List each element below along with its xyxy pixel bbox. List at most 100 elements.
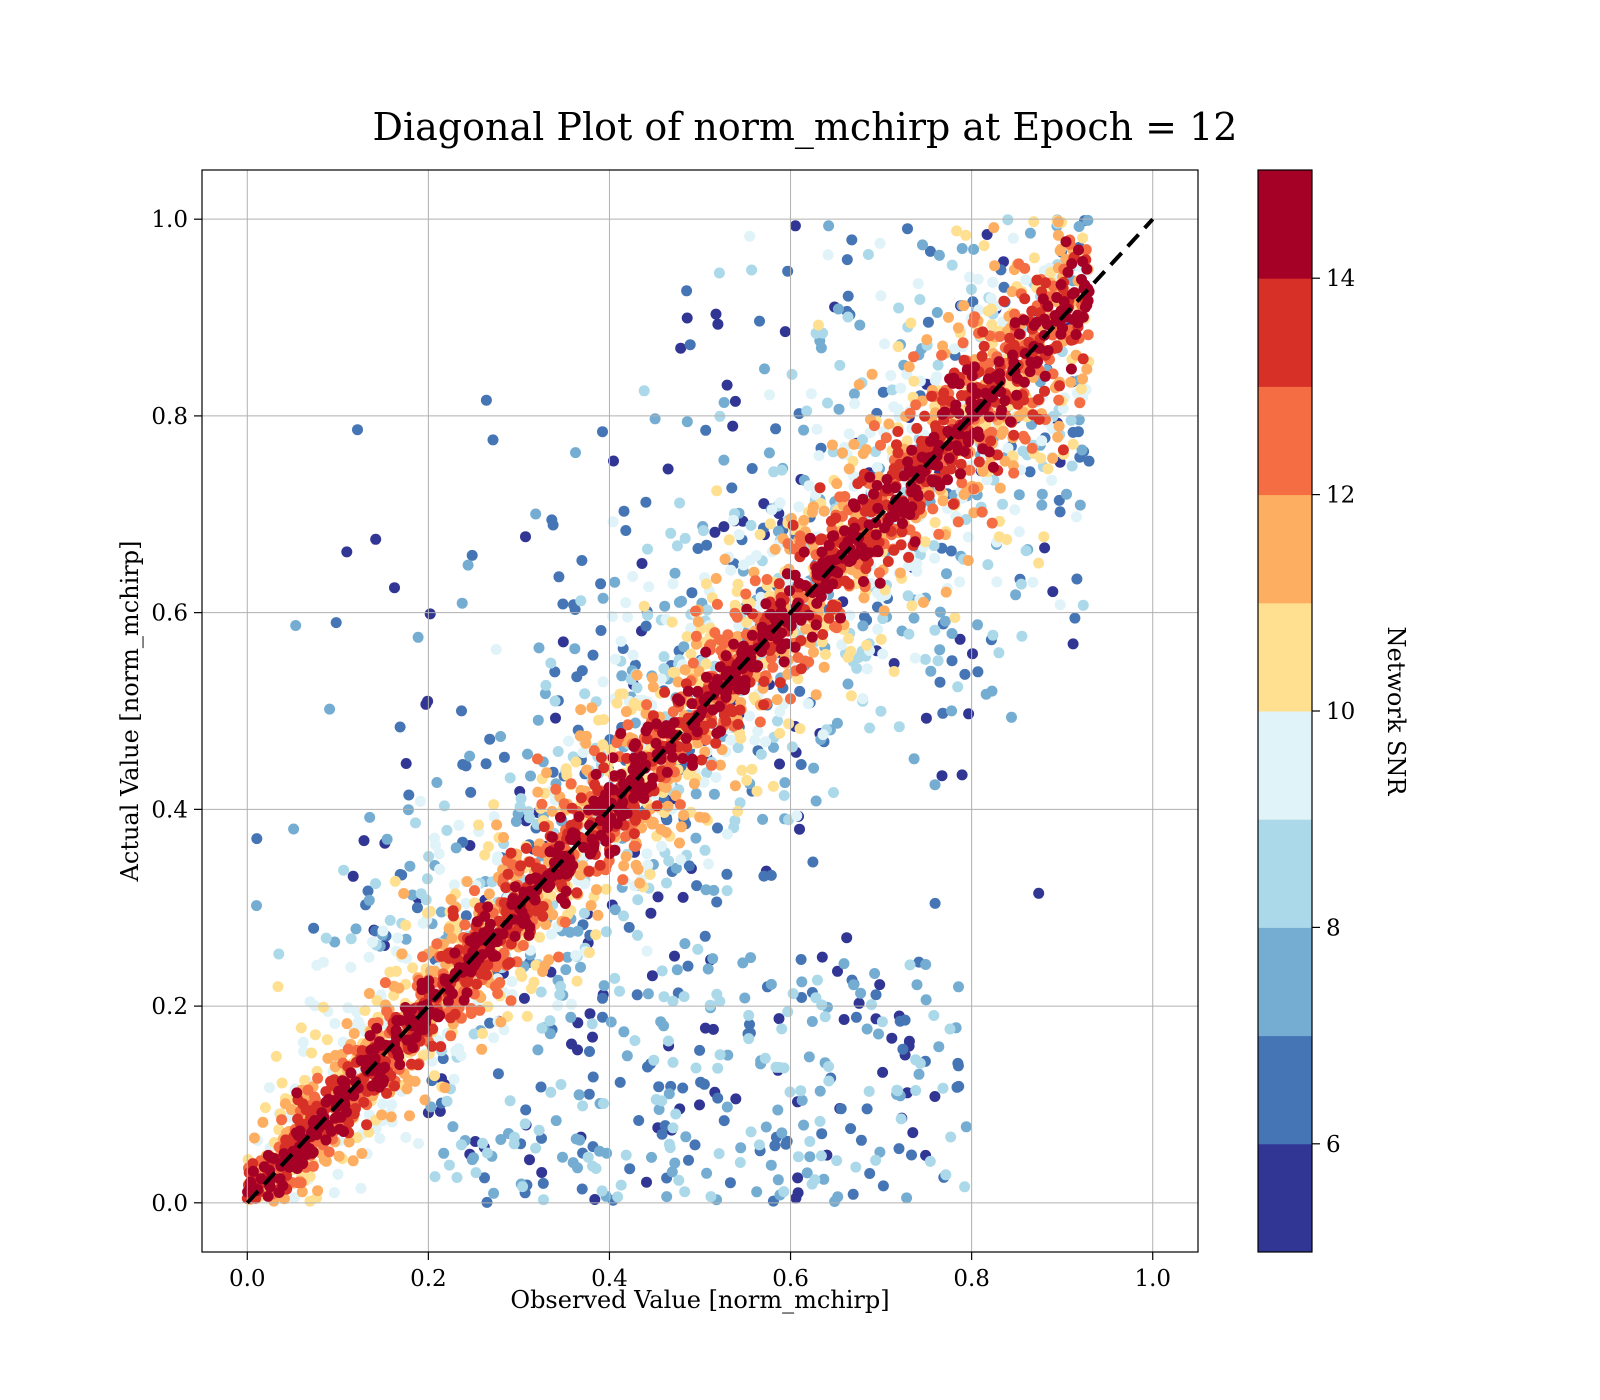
scatter-point bbox=[598, 980, 610, 992]
scatter-point bbox=[815, 591, 827, 603]
scatter-point bbox=[804, 532, 816, 544]
scatter-point bbox=[951, 225, 963, 237]
scatter-point bbox=[628, 781, 640, 793]
scatter-point bbox=[1067, 438, 1079, 450]
scatter-point bbox=[540, 679, 552, 691]
scatter-point bbox=[531, 905, 543, 917]
scatter-point bbox=[811, 569, 823, 581]
colorbar-bin bbox=[1258, 927, 1312, 1037]
scatter-point bbox=[872, 623, 884, 635]
scatter-point bbox=[998, 295, 1010, 307]
scatter-point bbox=[550, 712, 561, 724]
scatter-point bbox=[743, 1033, 755, 1045]
scatter-point bbox=[474, 902, 486, 914]
scatter-point bbox=[487, 434, 499, 446]
scatter-point bbox=[332, 1168, 344, 1180]
scatter-point bbox=[798, 546, 810, 558]
scatter-point bbox=[553, 571, 565, 583]
scatter-point bbox=[994, 331, 1006, 342]
scatter-point bbox=[681, 631, 693, 643]
scatter-point bbox=[939, 615, 951, 627]
scatter-point bbox=[342, 1043, 354, 1055]
scatter-point bbox=[843, 463, 855, 475]
scatter-point bbox=[954, 576, 966, 588]
scatter-point bbox=[732, 742, 744, 754]
scatter-point bbox=[545, 657, 557, 669]
scatter-point bbox=[956, 477, 968, 489]
scatter-point bbox=[1016, 630, 1028, 642]
scatter-point bbox=[600, 926, 612, 938]
scatter-point bbox=[566, 802, 578, 814]
scatter-point bbox=[638, 600, 650, 612]
scatter-point bbox=[522, 748, 533, 760]
scatter-point bbox=[807, 501, 819, 513]
scatter-point bbox=[1015, 578, 1027, 590]
scatter-point bbox=[759, 1052, 771, 1064]
scatter-point bbox=[495, 1016, 507, 1028]
scatter-point bbox=[575, 595, 587, 607]
scatter-point bbox=[803, 609, 815, 621]
scatter-point bbox=[700, 424, 712, 436]
scatter-point bbox=[718, 1115, 730, 1127]
scatter-point bbox=[929, 779, 941, 791]
scatter-point bbox=[323, 1146, 335, 1158]
scatter-point bbox=[460, 910, 472, 922]
scatter-point bbox=[666, 1166, 678, 1178]
scatter-point bbox=[823, 220, 835, 232]
scatter-point bbox=[773, 578, 785, 590]
scatter-point bbox=[677, 1082, 689, 1094]
scatter-point bbox=[710, 737, 722, 749]
scatter-point bbox=[597, 1011, 608, 1023]
scatter-point bbox=[453, 819, 465, 831]
scatter-point bbox=[536, 798, 548, 810]
scatter-point bbox=[580, 730, 592, 742]
plot-area bbox=[201, 169, 1199, 1253]
x-tick-label: 1.0 bbox=[1134, 1266, 1171, 1292]
scatter-point bbox=[377, 925, 389, 937]
scatter-point bbox=[342, 1002, 354, 1014]
scatter-point bbox=[958, 300, 970, 312]
scatter-point bbox=[359, 1005, 371, 1016]
scatter-point bbox=[712, 1062, 724, 1074]
scatter-point bbox=[570, 950, 582, 961]
scatter-point bbox=[544, 846, 556, 858]
scatter-point bbox=[906, 1149, 917, 1161]
scatter-point bbox=[1071, 511, 1082, 523]
scatter-point bbox=[465, 786, 477, 798]
scatter-point bbox=[945, 545, 957, 557]
scatter-point bbox=[645, 907, 657, 919]
scatter-point bbox=[680, 1131, 692, 1143]
scatter-point bbox=[616, 670, 628, 682]
scatter-point bbox=[1027, 576, 1039, 588]
scatter-point bbox=[598, 762, 610, 774]
x-axis: 0.0 0.2 0.4 0.6 0.8 1.0 bbox=[229, 1252, 1171, 1292]
scatter-point bbox=[632, 863, 644, 875]
scatter-point bbox=[678, 641, 690, 653]
scatter-point bbox=[569, 643, 581, 655]
scatter-point bbox=[255, 1173, 267, 1185]
scatter-point bbox=[1061, 488, 1072, 500]
scatter-point bbox=[735, 1142, 747, 1154]
scatter-point bbox=[1046, 474, 1058, 486]
scatter-point bbox=[895, 1113, 907, 1125]
scatter-point bbox=[976, 506, 988, 518]
scatter-point bbox=[667, 1056, 679, 1068]
scatter-point bbox=[492, 851, 504, 863]
scatter-point bbox=[776, 638, 788, 650]
scatter-point bbox=[710, 772, 722, 783]
scatter-point bbox=[739, 674, 751, 686]
scatter-point bbox=[679, 532, 691, 544]
scatter-point bbox=[892, 341, 904, 353]
scatter-point bbox=[823, 1061, 835, 1072]
scatter-point bbox=[723, 534, 735, 546]
scatter-point bbox=[422, 907, 433, 919]
scatter-point bbox=[817, 729, 829, 741]
scatter-point bbox=[808, 762, 820, 774]
scatter-point bbox=[1047, 452, 1059, 464]
scatter-point bbox=[752, 725, 764, 737]
scatter-point bbox=[623, 921, 635, 933]
scatter-point bbox=[875, 633, 887, 645]
scatter-point bbox=[887, 501, 899, 513]
scatter-point bbox=[320, 1096, 332, 1108]
scatter-point bbox=[1007, 232, 1019, 244]
